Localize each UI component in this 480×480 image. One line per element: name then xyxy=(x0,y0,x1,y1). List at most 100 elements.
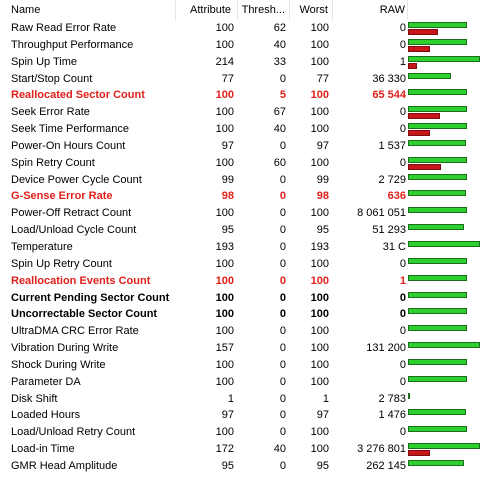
health-bars xyxy=(408,274,480,289)
attribute-name: Shock During Write xyxy=(11,358,106,371)
table-row[interactable]: Reallocated Sector Count 100 5 100 65 544 xyxy=(0,87,480,104)
column-header-threshold[interactable]: Thresh... xyxy=(238,0,290,20)
health-bars xyxy=(408,72,480,87)
table-row[interactable]: G-Sense Error Rate 98 0 98 636 xyxy=(0,188,480,205)
table-row[interactable]: Raw Read Error Rate 100 62 100 0 xyxy=(0,20,480,37)
table-row[interactable]: Device Power Cycle Count 99 0 99 2 729 xyxy=(0,172,480,189)
table-row[interactable]: Load/Unload Cycle Count 95 0 95 51 293 xyxy=(0,222,480,239)
raw-value: 1 xyxy=(399,274,406,287)
attribute-value: 98 xyxy=(221,190,234,203)
attribute-name: Load/Unload Retry Count xyxy=(11,426,136,439)
worst-value: 100 xyxy=(310,342,329,355)
health-bars xyxy=(408,358,480,373)
table-row[interactable]: Throughput Performance 100 40 100 0 xyxy=(0,37,480,54)
health-bar xyxy=(408,139,466,146)
threshold-value: 60 xyxy=(273,156,286,169)
raw-value: 0 xyxy=(399,325,406,338)
attribute-name: Reallocated Sector Count xyxy=(11,89,145,102)
attribute-value: 193 xyxy=(215,240,234,253)
attribute-value: 100 xyxy=(215,325,234,338)
attribute-value: 100 xyxy=(215,375,234,388)
table-row[interactable]: Temperature 193 0 193 31 C xyxy=(0,239,480,256)
table-row[interactable]: Spin Up Time 214 33 100 1 xyxy=(0,54,480,71)
health-bar xyxy=(408,459,464,466)
table-row[interactable]: Shock During Write 100 0 100 0 xyxy=(0,357,480,374)
attribute-name: Disk Shift xyxy=(11,392,58,405)
attribute-name: Device Power Cycle Count xyxy=(11,173,142,186)
raw-value: 0 xyxy=(399,22,406,34)
table-header: Name Attribute Thresh... Worst RAW xyxy=(0,0,480,20)
health-bar xyxy=(408,308,467,315)
health-bars xyxy=(408,38,480,53)
column-header-name[interactable]: Name xyxy=(0,0,176,20)
table-row[interactable]: Load-in Time 172 40 100 3 276 801 xyxy=(0,441,480,458)
threshold-value: 40 xyxy=(273,443,286,456)
worst-value: 193 xyxy=(310,240,329,253)
attribute-name: Parameter DA xyxy=(11,375,81,388)
attribute-value: 100 xyxy=(215,291,234,304)
attribute-value: 100 xyxy=(215,22,234,34)
worst-value: 77 xyxy=(316,72,329,85)
worst-value: 98 xyxy=(316,190,329,203)
attribute-value: 157 xyxy=(215,342,234,355)
health-bars xyxy=(408,189,480,204)
threshold-value: 0 xyxy=(279,173,286,186)
attribute-name: Current Pending Sector Count xyxy=(11,291,170,304)
table-row[interactable]: Seek Time Performance 100 40 100 0 xyxy=(0,121,480,138)
threshold-value: 0 xyxy=(279,459,286,472)
table-row[interactable]: GMR Head Amplitude 95 0 95 262 145 xyxy=(0,458,480,475)
health-bar xyxy=(408,190,466,197)
threshold-value: 0 xyxy=(279,240,286,253)
table-row[interactable]: Spin Retry Count 100 60 100 0 xyxy=(0,155,480,172)
column-header-bar[interactable] xyxy=(408,0,480,20)
threshold-value: 62 xyxy=(273,22,286,34)
table-row[interactable]: Load/Unload Retry Count 100 0 100 0 xyxy=(0,424,480,441)
raw-value: 0 xyxy=(399,106,406,119)
attribute-value: 77 xyxy=(221,72,234,85)
table-row[interactable]: Disk Shift 1 0 1 2 783 xyxy=(0,391,480,408)
raw-value: 1 xyxy=(399,55,406,68)
health-bar xyxy=(408,392,410,399)
attribute-value: 100 xyxy=(215,156,234,169)
raw-value: 0 xyxy=(399,426,406,439)
worst-value: 95 xyxy=(316,459,329,472)
attribute-name: Load/Unload Cycle Count xyxy=(11,224,137,237)
threshold-value: 0 xyxy=(279,426,286,439)
column-header-worst[interactable]: Worst xyxy=(290,0,333,20)
health-bars xyxy=(408,173,480,188)
attribute-value: 100 xyxy=(215,358,234,371)
table-row[interactable]: Loaded Hours 97 0 97 1 476 xyxy=(0,407,480,424)
table-row[interactable]: Seek Error Rate 100 67 100 0 xyxy=(0,104,480,121)
table-row[interactable]: Reallocation Events Count 100 0 100 1 xyxy=(0,273,480,290)
raw-value: 1 476 xyxy=(378,409,406,422)
table-row[interactable]: Current Pending Sector Count 100 0 100 0 xyxy=(0,290,480,307)
table-row[interactable]: Start/Stop Count 77 0 77 36 330 xyxy=(0,71,480,88)
health-bar xyxy=(408,375,467,382)
table-row[interactable]: Power-On Hours Count 97 0 97 1 537 xyxy=(0,138,480,155)
raw-value: 636 xyxy=(387,190,406,203)
column-header-attribute[interactable]: Attribute xyxy=(176,0,238,20)
threshold-value: 0 xyxy=(279,139,286,152)
health-bars xyxy=(408,156,480,171)
table-row[interactable]: Power-Off Retract Count 100 0 100 8 061 051 xyxy=(0,205,480,222)
attribute-value: 97 xyxy=(221,139,234,152)
raw-value: 36 330 xyxy=(372,72,406,85)
raw-value: 2 729 xyxy=(378,173,406,186)
worst-value: 100 xyxy=(310,443,329,456)
attribute-name: GMR Head Amplitude xyxy=(11,459,118,472)
attribute-value: 99 xyxy=(221,173,234,186)
health-bar xyxy=(408,291,467,298)
threshold-value: 5 xyxy=(279,89,286,102)
raw-value: 3 276 801 xyxy=(357,443,406,456)
attribute-name: Uncorrectable Sector Count xyxy=(11,308,158,321)
table-row[interactable]: Uncorrectable Sector Count 100 0 100 0 xyxy=(0,306,480,323)
table-row[interactable]: Spin Up Retry Count 100 0 100 0 xyxy=(0,256,480,273)
attribute-value: 100 xyxy=(215,426,234,439)
table-row[interactable]: Parameter DA 100 0 100 0 xyxy=(0,374,480,391)
table-row[interactable]: Vibration During Write 157 0 100 131 200 xyxy=(0,340,480,357)
column-header-raw[interactable]: RAW xyxy=(333,0,408,20)
health-bars xyxy=(408,459,480,474)
table-row[interactable]: UltraDMA CRC Error Rate 100 0 100 0 xyxy=(0,323,480,340)
worst-value: 100 xyxy=(310,257,329,270)
health-bar xyxy=(408,257,467,264)
